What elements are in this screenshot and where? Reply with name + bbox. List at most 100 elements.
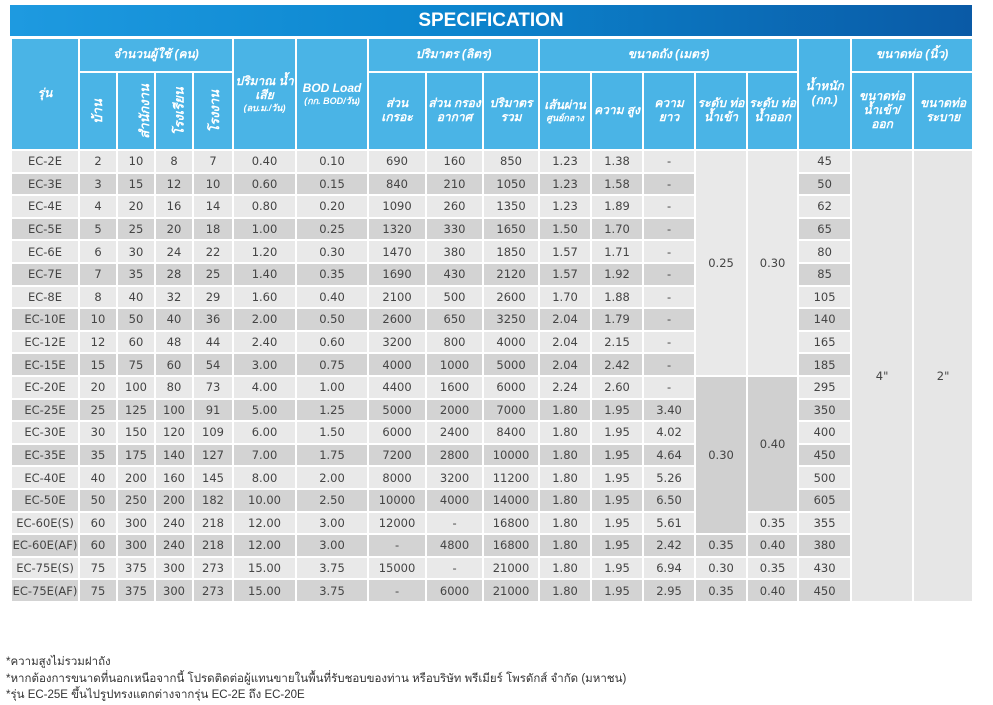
cell-wastewater: 2.00 <box>232 307 298 332</box>
cell-filter: 260 <box>425 194 485 219</box>
cell-diameter: 1.23 <box>538 194 593 219</box>
header-wastewater-unit: (ลบ.ม./วัน) <box>243 102 286 113</box>
cell-school: 12 <box>154 171 194 197</box>
cell-diameter: 1.23 <box>538 149 593 174</box>
cell-house: 8 <box>78 284 118 310</box>
cell-model: EC-40E <box>10 465 80 490</box>
cell-septic: 10000 <box>367 487 428 513</box>
cell-bod: 0.30 <box>295 239 370 264</box>
cell-septic: 2600 <box>367 307 428 332</box>
cell-model: EC-50E <box>10 487 80 513</box>
cell-total: 1350 <box>482 194 541 219</box>
cell-length: - <box>642 374 697 400</box>
cell-length: 5.26 <box>642 465 697 490</box>
header-size-group: ขนาดถัง (เมตร) <box>538 37 800 73</box>
cell-filter: 1600 <box>425 374 485 400</box>
header-office: สำนักงาน <box>116 71 156 151</box>
cell-bod: 0.35 <box>295 261 370 287</box>
cell-school: 80 <box>154 374 194 400</box>
header-factory: โรงงาน <box>191 71 235 151</box>
cell-total: 1650 <box>482 216 541 242</box>
cell-bod: 3.75 <box>295 555 370 581</box>
cell-bod: 3.75 <box>295 578 370 603</box>
footnote: *หากต้องการขนาดที่นอกเหนือจากนี้ โปรดติด… <box>6 672 627 685</box>
table-row: EC-35E 35 175 140 127 7.00 1.75 7200 2800 10000 1.… <box>10 442 973 468</box>
cell-length: - <box>642 261 697 287</box>
cell-house: 5 <box>78 216 118 242</box>
cell-factory: 218 <box>191 533 235 558</box>
header-volume-group: ปริมาตร (ลิตร) <box>367 37 541 73</box>
cell-weight: 105 <box>797 284 853 310</box>
cell-pipe-inout: 4" <box>850 149 915 603</box>
header-house: บ้าน <box>78 71 118 151</box>
cell-filter: 330 <box>425 216 485 242</box>
header-outlet-level: ระดับ ท่อ น้ำออก <box>746 71 800 151</box>
cell-school: 60 <box>154 352 194 377</box>
table-row: EC-8E 8 40 32 29 1.60 0.40 2100 500 2600 1.70 1.88-… <box>10 284 973 310</box>
cell-filter: 1000 <box>425 352 485 377</box>
cell-bod: 0.60 <box>295 329 370 355</box>
cell-model: EC-60E(S) <box>10 510 80 536</box>
cell-septic: 15000 <box>367 555 428 581</box>
cell-school: 16 <box>154 194 194 219</box>
cell-wastewater: 0.80 <box>232 194 298 219</box>
table-row: EC-20E 20 100 80 73 4.00 1.00 4400 1600 6000 2.24 2… <box>10 374 973 536</box>
cell-filter: 2800 <box>425 442 485 468</box>
cell-inlet-level: 0.25 <box>694 149 749 377</box>
cell-total: 8400 <box>482 420 541 445</box>
cell-school: 140 <box>154 442 194 468</box>
cell-weight: 80 <box>797 239 853 264</box>
cell-house: 75 <box>78 578 118 603</box>
cell-diameter: 1.80 <box>538 578 593 603</box>
table-row: EC-60E(S) 60 300 240 218 12.00 3.00 12000-16800… <box>10 510 973 536</box>
cell-house: 3 <box>78 171 118 197</box>
cell-weight: 50 <box>797 171 853 197</box>
cell-inlet-level: 0.35 <box>694 533 749 558</box>
cell-outlet-level: 0.30 <box>746 149 800 377</box>
cell-pipe-drain: 2" <box>912 149 975 603</box>
cell-house: 60 <box>78 533 118 558</box>
table-row: EC-5E 5 25 20 18 1.00 0.25 1320 330 1650 1.50 1.70-… <box>10 216 973 242</box>
cell-factory: 36 <box>191 307 235 332</box>
cell-wastewater: 0.60 <box>232 171 298 197</box>
cell-length: 3.40 <box>642 397 697 423</box>
cell-diameter: 1.80 <box>538 397 593 423</box>
cell-height: 2.15 <box>590 329 645 355</box>
cell-office: 200 <box>116 465 156 490</box>
cell-length: - <box>642 352 697 377</box>
cell-filter: 650 <box>425 307 485 332</box>
cell-bod: 0.50 <box>295 307 370 332</box>
cell-house: 7 <box>78 261 118 287</box>
header-height: ความ สูง <box>590 71 645 151</box>
cell-height: 1.79 <box>590 307 645 332</box>
cell-wastewater: 3.00 <box>232 352 298 377</box>
cell-factory: 73 <box>191 374 235 400</box>
cell-diameter: 1.80 <box>538 487 593 513</box>
cell-factory: 91 <box>191 397 235 423</box>
cell-office: 100 <box>116 374 156 400</box>
cell-model: EC-2E <box>10 149 80 174</box>
header-bod-label: BOD Load <box>302 80 362 95</box>
cell-weight: 350 <box>797 397 853 423</box>
cell-model: EC-75E(AF) <box>10 578 80 603</box>
cell-house: 10 <box>78 307 118 332</box>
cell-weight: 62 <box>797 194 853 219</box>
cell-length: - <box>642 239 697 264</box>
cell-weight: 500 <box>797 465 853 490</box>
cell-bod: 1.00 <box>295 374 370 400</box>
page-title: SPECIFICATION <box>10 5 972 36</box>
cell-school: 8 <box>154 149 194 174</box>
cell-height: 1.38 <box>590 149 645 174</box>
cell-wastewater: 1.60 <box>232 284 298 310</box>
cell-house: 75 <box>78 555 118 581</box>
cell-house: 40 <box>78 465 118 490</box>
cell-school: 200 <box>154 487 194 513</box>
cell-wastewater: 12.00 <box>232 533 298 558</box>
specification-table: รุ่น จำนวนผู้ใช้ (คน) ปริมาณ น้ำเสีย (ลบ.… <box>10 37 975 603</box>
header-bod: BOD Load (กก. BOD/วัน) <box>295 37 370 151</box>
header-pipe-drain: ขนาดท่อ ระบาย <box>912 71 975 151</box>
table-row: EC-10E 10 50 40 36 2.00 0.50 2600 650 3250 2.04 1.7… <box>10 307 973 332</box>
cell-diameter: 1.80 <box>538 510 593 536</box>
cell-filter: 4000 <box>425 487 485 513</box>
cell-school: 240 <box>154 533 194 558</box>
